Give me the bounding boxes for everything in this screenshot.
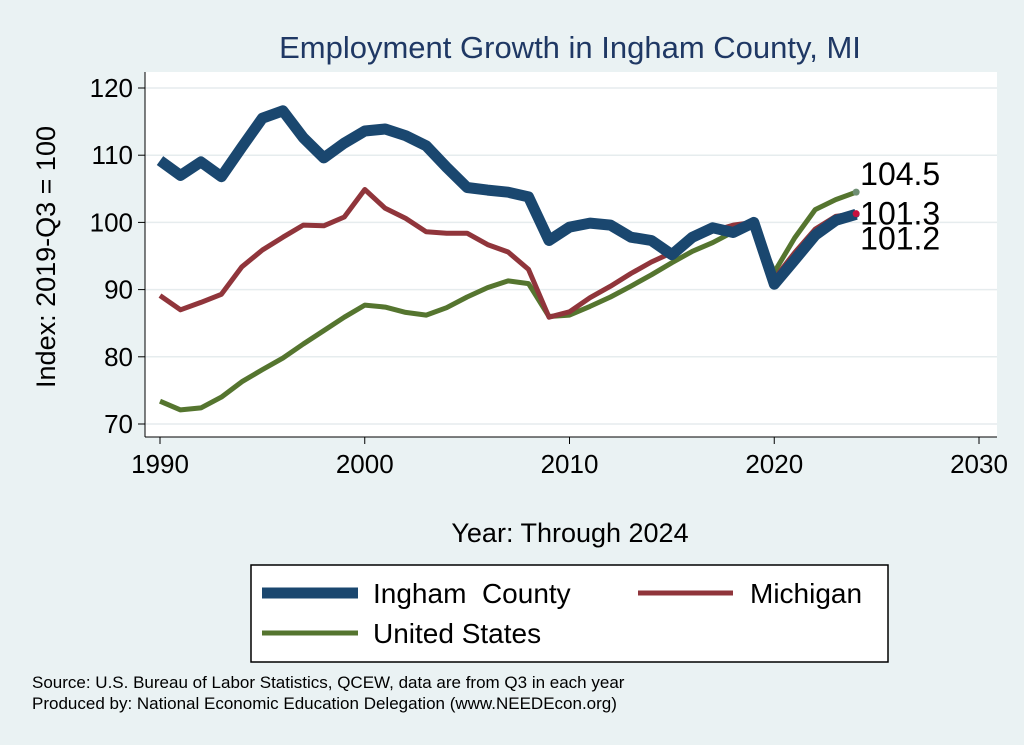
legend-label-michigan: Michigan <box>750 578 862 609</box>
end-point-michigan <box>852 210 860 218</box>
source-note: Source: U.S. Bureau of Labor Statistics,… <box>32 673 625 692</box>
plot-area <box>145 72 997 437</box>
series-line-ingham-county <box>156 105 858 290</box>
y-tick-label-120: 120 <box>90 73 133 103</box>
legend-label-ingham: Ingham County <box>373 578 571 609</box>
y-tick-label-90: 90 <box>104 275 133 305</box>
x-tick-label-2000: 2000 <box>336 449 394 479</box>
x-tick-label-1990: 1990 <box>131 449 189 479</box>
x-tick-label-2030: 2030 <box>950 449 1008 479</box>
legend: Ingham County Michigan United States <box>250 564 889 663</box>
y-tick-label-80: 80 <box>104 342 133 372</box>
y-tick-label-110: 110 <box>92 140 133 170</box>
x-axis-title: Year: Through 2024 <box>451 518 688 548</box>
y-axis-title: Index: 2019-Q3 = 100 <box>31 126 61 388</box>
end-label-ingham-county: 101.2 <box>860 220 940 256</box>
series-lines <box>156 105 858 413</box>
chart-title: Employment Growth in Ingham County, MI <box>279 30 861 65</box>
produced-by-note: Produced by: National Economic Education… <box>32 694 617 713</box>
y-tick-label-70: 70 <box>104 409 133 439</box>
end-label-united-states: 104.5 <box>860 156 940 192</box>
y-tick-label-100: 100 <box>90 207 133 237</box>
end-label-michigan: 101.3 <box>860 196 940 232</box>
y-axis-ticks: 70 80 90 100 110 120 <box>90 73 145 439</box>
end-point-united-states <box>852 188 860 196</box>
x-axis-ticks: 1990 2000 2010 2020 2030 <box>131 437 1008 479</box>
legend-label-us: United States <box>373 618 541 649</box>
x-tick-label-2010: 2010 <box>541 449 599 479</box>
x-tick-label-2020: 2020 <box>745 449 803 479</box>
legend-box <box>250 564 889 663</box>
